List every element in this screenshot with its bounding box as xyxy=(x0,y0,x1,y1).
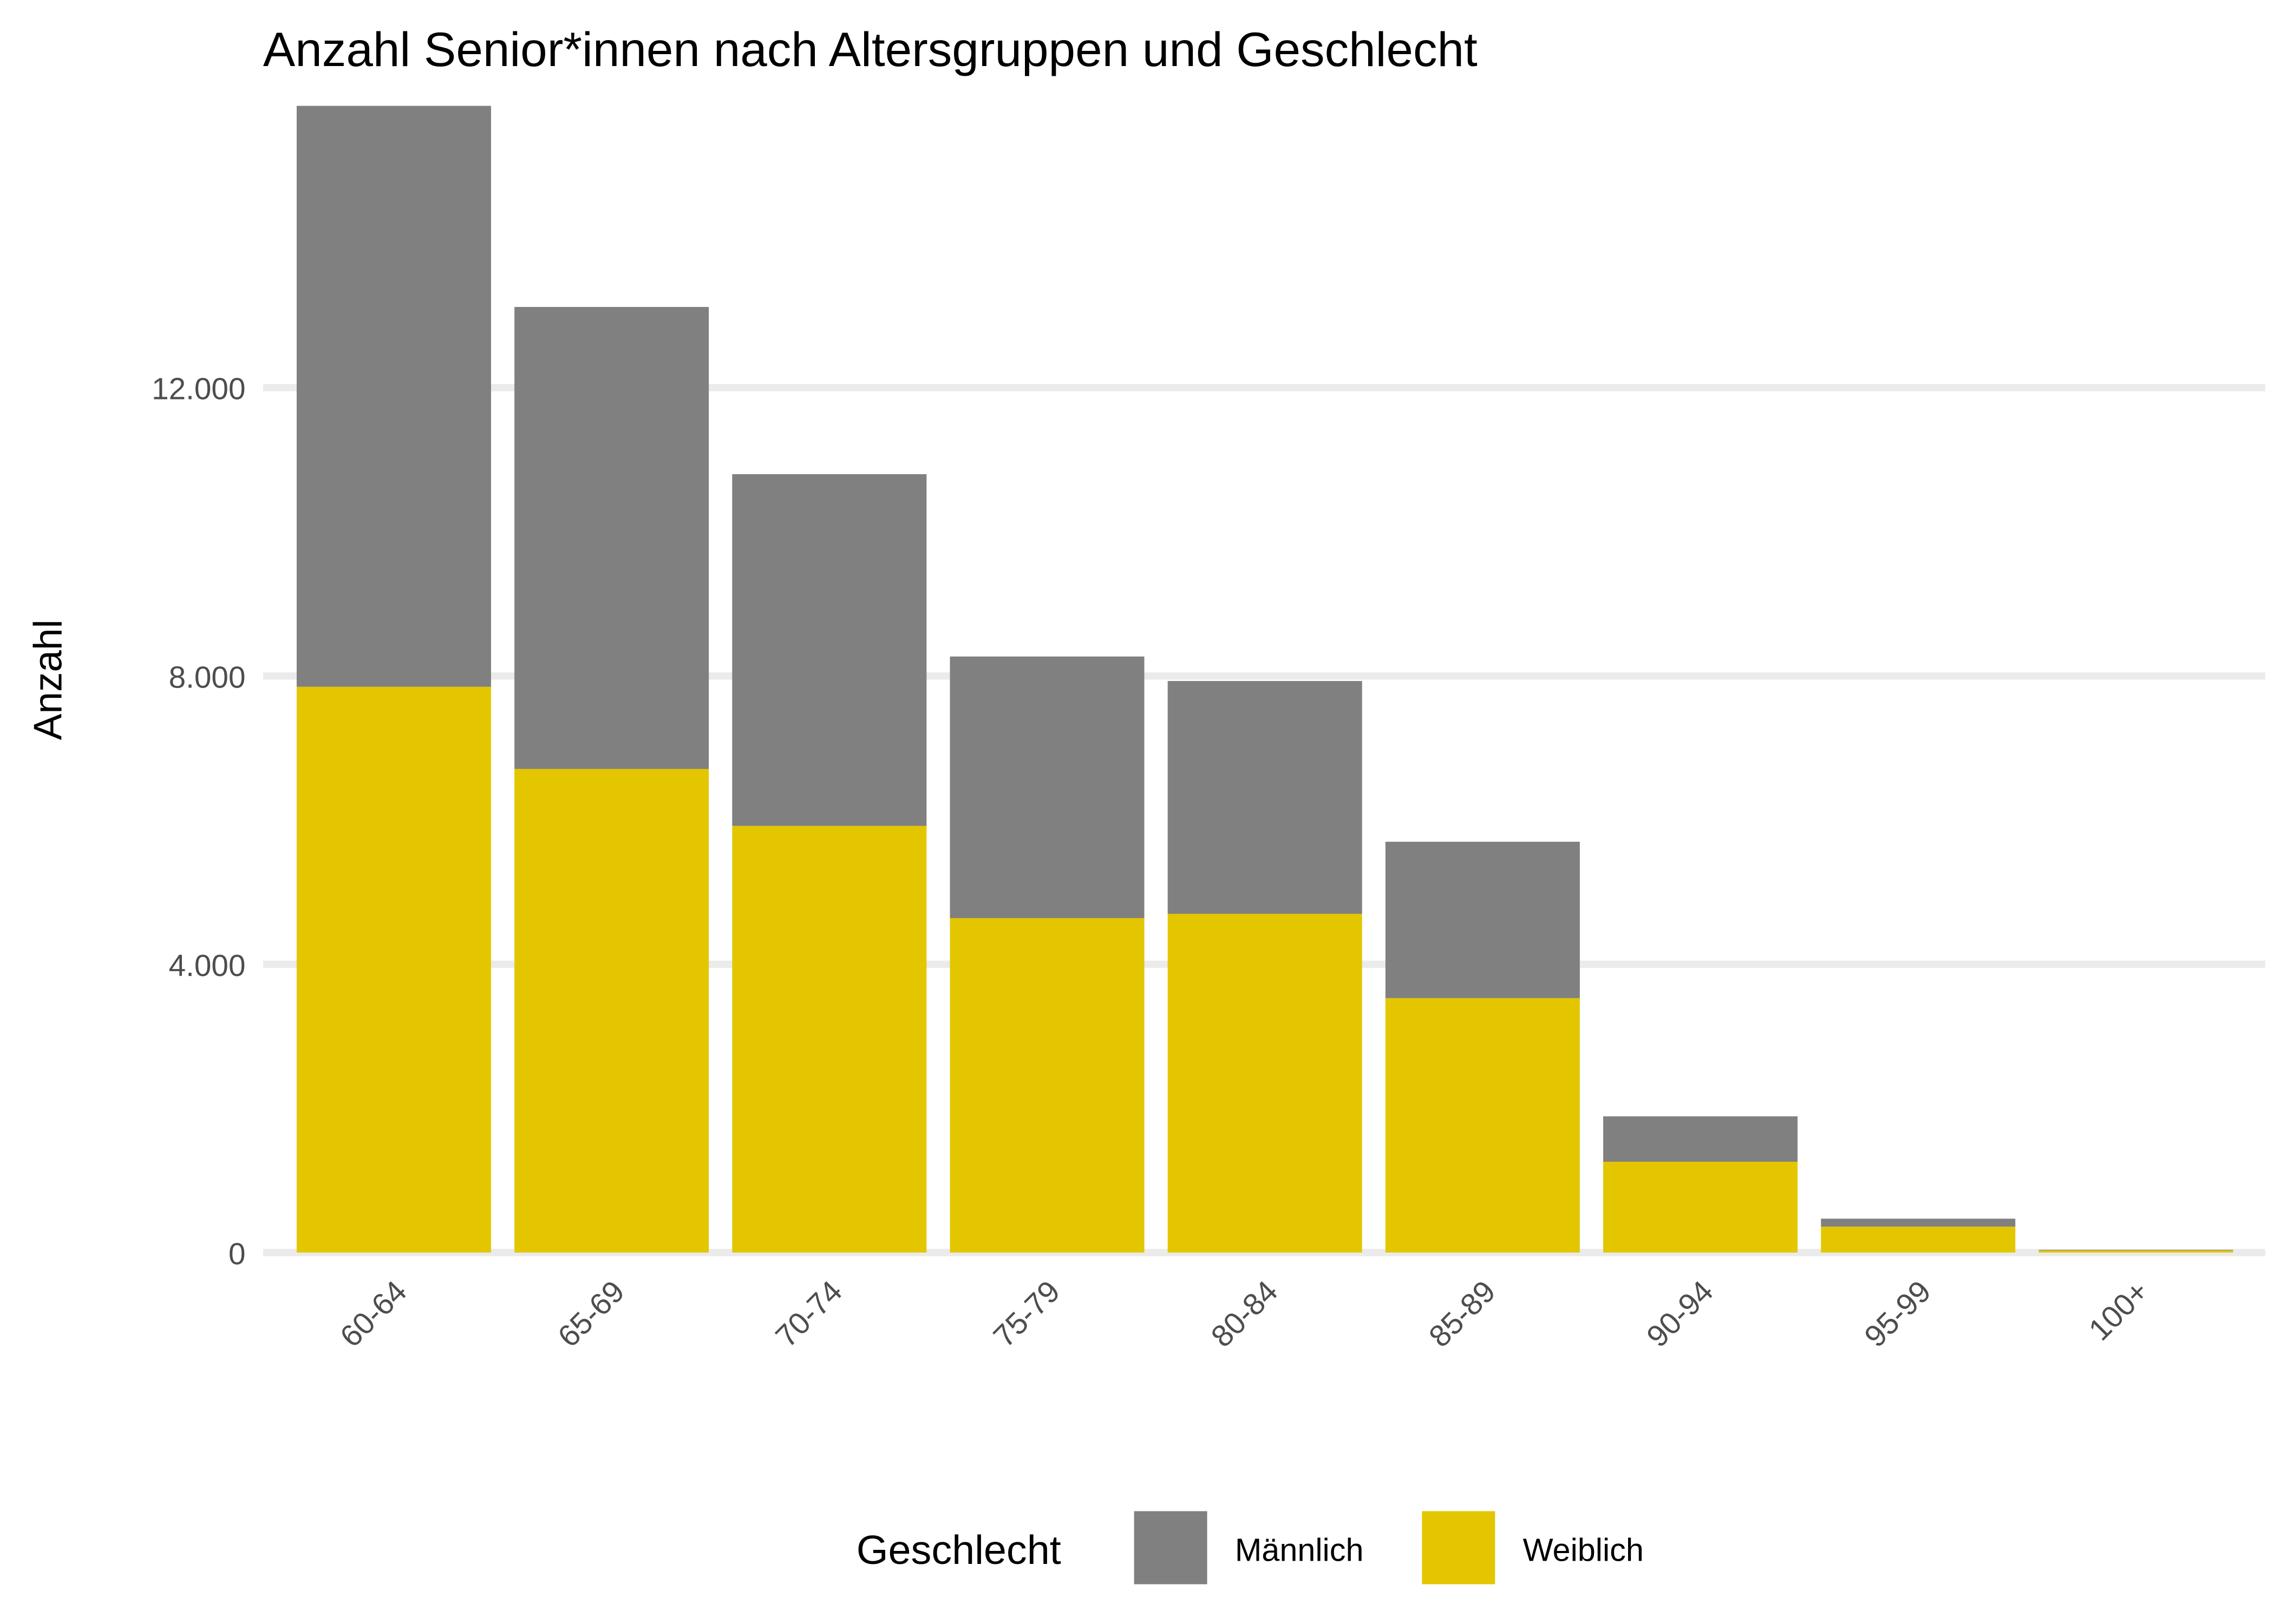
bar-maennlich-90-94 xyxy=(1603,1116,1798,1162)
bars xyxy=(296,106,2233,1253)
bar-maennlich-70-74 xyxy=(732,474,927,826)
chart-title: Anzahl Senior*innen nach Altersgruppen u… xyxy=(263,22,1478,76)
y-tick-label: 8.000 xyxy=(169,660,246,695)
bar-weiblich-90-94 xyxy=(1603,1162,1798,1253)
bar-maennlich-65-69 xyxy=(514,307,709,769)
x-tick-label: 70-74 xyxy=(769,1274,849,1354)
x-tick-label: 80-84 xyxy=(1205,1274,1284,1354)
x-tick-label: 75-79 xyxy=(987,1274,1067,1354)
bar-weiblich-75-79 xyxy=(950,918,1145,1253)
y-axis-ticks: 0 4.000 8.000 12.000 xyxy=(152,372,245,1272)
bar-maennlich-60-64 xyxy=(296,106,491,687)
y-axis-label: Anzahl xyxy=(26,619,70,740)
bar-maennlich-80-84 xyxy=(1167,681,1362,914)
bar-weiblich-80-84 xyxy=(1167,914,1362,1253)
x-tick-label: 65-69 xyxy=(552,1274,631,1354)
x-tick-label: 85-89 xyxy=(1423,1274,1502,1354)
bar-weiblich-60-64 xyxy=(296,686,491,1253)
legend: Geschlecht Männlich Weiblich xyxy=(857,1511,1644,1584)
x-tick-label: 95-99 xyxy=(1858,1274,1938,1354)
y-tick-label: 12.000 xyxy=(152,372,245,407)
y-tick-label: 0 xyxy=(228,1237,246,1271)
bar-weiblich-65-69 xyxy=(514,769,709,1253)
bar-weiblich-85-89 xyxy=(1385,998,1580,1253)
bar-weiblich-70-74 xyxy=(732,826,927,1253)
x-tick-label: 90-94 xyxy=(1641,1274,1720,1354)
bar-maennlich-95-99 xyxy=(1821,1219,2016,1227)
bar-weiblich-95-99 xyxy=(1821,1226,2016,1253)
legend-label-maennlich: Männlich xyxy=(1235,1531,1364,1568)
legend-label-weiblich: Weiblich xyxy=(1523,1531,1644,1568)
y-tick-label: 4.000 xyxy=(169,949,246,983)
x-tick-label: 100+ xyxy=(2082,1274,2155,1347)
legend-swatch-weiblich xyxy=(1422,1511,1495,1584)
x-tick-label: 60-64 xyxy=(334,1274,414,1354)
legend-swatch-maennlich xyxy=(1134,1511,1207,1584)
bar-maennlich-85-89 xyxy=(1385,841,1580,998)
x-axis-ticks: 60-64 65-69 70-74 75-79 80-84 85-89 90-94 95-99… xyxy=(334,1274,2156,1354)
bar-maennlich-75-79 xyxy=(950,656,1145,919)
legend-title: Geschlecht xyxy=(857,1528,1061,1573)
bar-weiblich-100+ xyxy=(2038,1250,2233,1253)
